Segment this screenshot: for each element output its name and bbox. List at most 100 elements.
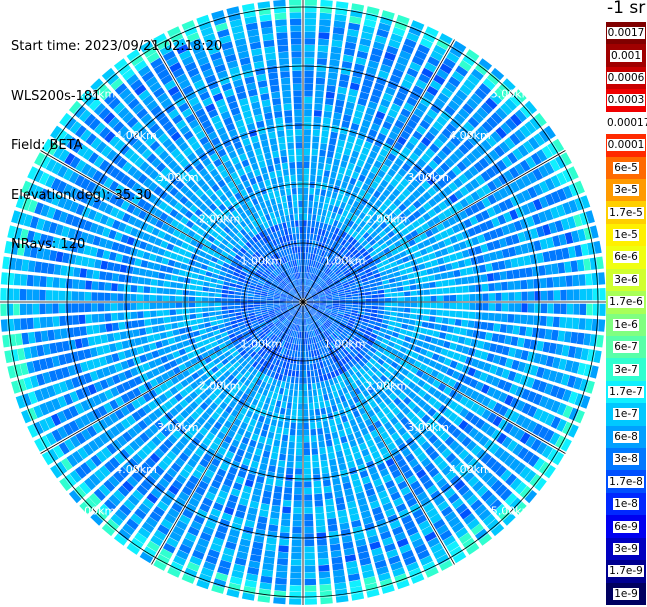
range-gate-cell xyxy=(539,354,548,366)
range-gate-cell xyxy=(396,537,409,548)
range-gate-cell xyxy=(286,304,293,307)
range-gate-cell xyxy=(250,460,259,469)
range-gate-cell xyxy=(102,250,111,260)
range-gate-cell xyxy=(348,88,359,97)
range-gate-cell xyxy=(343,421,351,429)
range-gate-cell xyxy=(356,159,365,168)
range-gate-cell xyxy=(131,276,139,284)
range-gate-cell xyxy=(392,68,404,78)
range-gate-cell xyxy=(452,352,461,361)
range-gate-cell xyxy=(147,334,155,343)
range-gate-cell xyxy=(408,204,417,213)
range-gate-cell xyxy=(366,235,373,243)
range-gate-cell xyxy=(295,304,301,310)
range-gate-cell xyxy=(543,161,555,175)
range-gate-cell xyxy=(442,219,451,229)
range-gate-cell xyxy=(524,100,538,114)
range-gate-cell xyxy=(280,525,290,533)
range-gate-cell xyxy=(316,538,327,546)
range-gate-cell xyxy=(278,324,284,330)
range-gate-cell xyxy=(309,289,315,295)
range-gate-cell xyxy=(331,39,343,48)
range-gate-cell xyxy=(310,162,317,169)
range-gate-cell xyxy=(158,324,166,332)
range-gate-cell xyxy=(478,264,487,273)
range-gate-cell xyxy=(384,334,392,340)
range-gate-cell xyxy=(441,506,453,517)
range-gate-cell xyxy=(378,401,387,410)
range-gate-cell xyxy=(458,241,467,250)
range-gate-cell xyxy=(371,88,383,98)
range-gate-cell xyxy=(303,200,308,208)
range-gate-cell xyxy=(550,400,561,413)
range-gate-cell xyxy=(314,195,320,202)
range-gate-cell xyxy=(369,347,377,354)
range-gate-cell xyxy=(325,238,331,245)
range-gate-cell xyxy=(145,370,155,380)
range-gate-cell xyxy=(241,532,253,541)
range-gate-cell xyxy=(248,466,258,475)
range-gate-cell xyxy=(281,309,288,313)
range-gate-cell xyxy=(339,215,346,223)
range-gate-cell xyxy=(344,392,352,401)
range-gate-cell xyxy=(311,292,317,297)
range-gate-cell xyxy=(67,365,77,376)
range-gate-cell xyxy=(39,402,50,416)
range-gate-cell xyxy=(216,524,229,534)
range-gate-cell xyxy=(310,289,315,295)
range-gate-cell xyxy=(335,329,341,335)
range-gate-cell xyxy=(403,38,417,49)
range-gate-cell xyxy=(242,330,249,336)
range-gate-cell xyxy=(356,244,364,252)
range-gate-cell xyxy=(80,400,91,412)
range-gate-cell xyxy=(402,406,411,416)
range-gate-cell xyxy=(538,265,546,276)
range-gate-cell xyxy=(397,136,407,146)
range-gate-cell xyxy=(429,450,440,461)
range-gate-cell xyxy=(471,358,480,368)
range-gate-cell xyxy=(312,294,319,298)
range-gate-cell xyxy=(412,85,424,96)
range-gate-cell xyxy=(396,286,404,292)
range-gate-cell xyxy=(143,286,151,293)
range-gate-cell xyxy=(341,61,353,69)
range-gate-cell xyxy=(490,479,503,492)
range-gate-cell xyxy=(323,170,330,178)
range-gate-cell xyxy=(311,316,316,322)
range-gate-cell xyxy=(552,316,560,328)
range-gate-cell xyxy=(367,186,376,195)
range-gate-cell xyxy=(321,387,327,395)
range-gate-cell xyxy=(423,164,434,175)
range-gate-cell xyxy=(232,340,240,347)
range-gate-cell xyxy=(195,297,202,302)
range-gate-cell xyxy=(304,77,314,84)
range-gate-cell xyxy=(340,277,347,283)
range-gate-cell xyxy=(533,133,545,147)
range-gate-cell xyxy=(388,555,401,565)
range-gate-cell xyxy=(30,246,39,259)
range-gate-cell xyxy=(326,319,333,325)
range-gate-cell xyxy=(149,342,157,351)
range-gate-cell xyxy=(196,341,205,348)
range-gate-cell xyxy=(49,250,58,262)
range-gate-cell xyxy=(466,494,479,506)
range-gate-cell xyxy=(561,344,570,357)
range-gate-cell xyxy=(92,422,103,434)
range-gate-cell xyxy=(349,351,356,358)
range-gate-cell xyxy=(214,264,222,270)
range-gate-cell xyxy=(262,286,269,291)
range-gate-cell xyxy=(310,290,316,295)
range-gate-cell xyxy=(129,440,140,452)
range-gate-cell xyxy=(489,343,498,353)
range-gate-cell xyxy=(204,276,212,282)
range-gate-cell xyxy=(423,479,434,490)
range-gate-cell xyxy=(295,448,303,456)
range-gate-cell xyxy=(318,156,326,164)
range-gate-cell xyxy=(471,523,484,536)
range-gate-cell xyxy=(150,310,157,318)
range-gate-cell xyxy=(276,564,288,572)
range-gate-cell xyxy=(440,482,452,494)
range-gate-cell xyxy=(230,488,241,497)
range-gate-cell xyxy=(550,191,561,204)
range-gate-cell xyxy=(124,275,132,283)
